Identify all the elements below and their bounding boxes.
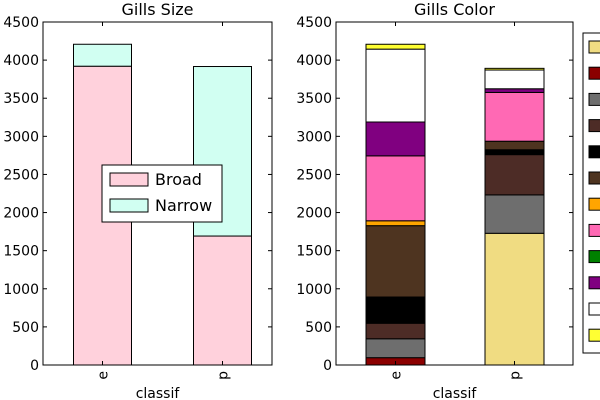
gills-size-chart: 0 500 1000 1500 2000 2500 3000 3500 4000 4500 e p Gi… — [3, 0, 273, 400]
legend: Broad Narrow — [101, 164, 223, 223]
legend-swatch-10 — [588, 302, 600, 316]
bar-p-series-7 — [484, 91, 545, 142]
legend-swatch-8 — [588, 250, 600, 264]
legend-label: Narrow — [155, 196, 212, 215]
bar-e-series-7 — [365, 155, 426, 222]
bar-e-series-10 — [365, 48, 426, 123]
bar-p-series-4 — [484, 149, 545, 156]
bar-p-series-0 — [193, 235, 252, 366]
gills-color-chart: 0 500 1000 1500 2000 2500 3000 3500 4000 4500 e p Gi… — [296, 0, 600, 400]
legend-swatch-2 — [588, 92, 600, 106]
bar-e-series-11 — [365, 43, 426, 50]
bar-e-series-5 — [365, 225, 426, 298]
y-tick-label: 4500 — [296, 15, 332, 31]
legend-swatch — [109, 172, 149, 187]
y-tick-label: 4500 — [3, 15, 39, 31]
legend-swatch-9 — [588, 276, 600, 290]
bar-p-series-5 — [484, 140, 545, 151]
legend-swatch-3 — [588, 119, 600, 133]
x-axis-label: classif — [136, 386, 181, 400]
bar-e-series-9 — [365, 121, 426, 157]
legend-swatch-7 — [588, 223, 600, 237]
y-tick-label: 2000 — [3, 206, 39, 222]
plot-frame — [42, 21, 273, 366]
legend-swatch-11 — [588, 328, 600, 342]
chart-title: Gills Color — [414, 0, 495, 19]
y-tick-label: 0 — [323, 358, 332, 374]
y-tick-label: 1000 — [3, 282, 39, 298]
legend — [582, 32, 600, 354]
y-tick-label: 3000 — [296, 129, 332, 145]
legend-swatch-0 — [588, 40, 600, 54]
y-tick-label: 3500 — [296, 91, 332, 107]
bar-e-series-4 — [365, 296, 426, 324]
y-tick-label: 3500 — [3, 91, 39, 107]
y-tick-label: 0 — [30, 358, 39, 374]
bar-p-series-2 — [484, 194, 545, 234]
y-tick-label: 2500 — [3, 167, 39, 183]
y-tick-label: 3000 — [3, 129, 39, 145]
bar-p-series-10 — [484, 69, 545, 90]
chart-title: Gills Size — [122, 0, 194, 19]
x-tick-label: p — [216, 371, 232, 380]
y-tick-label: 1000 — [296, 282, 332, 298]
bar-p-series-3 — [484, 154, 545, 196]
y-tick-label: 500 — [12, 320, 39, 336]
legend-swatch — [109, 198, 149, 213]
y-tick-label: 2500 — [296, 167, 332, 183]
x-tick-label: e — [389, 371, 405, 380]
bar-p-series-9 — [484, 88, 545, 93]
bar-e-series-1 — [73, 43, 132, 67]
legend-swatch-6 — [588, 197, 600, 211]
x-tick-label: e — [96, 371, 112, 380]
legend-swatch-4 — [588, 145, 600, 159]
y-tick-label: 1500 — [3, 244, 39, 260]
x-tick-label: p — [508, 371, 524, 380]
y-tick-label: 4000 — [296, 53, 332, 69]
x-axis-label: classif — [433, 386, 478, 400]
legend-swatch-1 — [588, 66, 600, 80]
y-tick-label: 500 — [305, 320, 332, 336]
bar-e-series-2 — [365, 338, 426, 359]
legend-box — [582, 32, 600, 354]
plot-frame — [335, 21, 574, 366]
legend-label: Broad — [155, 170, 202, 189]
y-tick-label: 1500 — [296, 244, 332, 260]
y-tick-label: 2000 — [296, 206, 332, 222]
legend-swatch-5 — [588, 171, 600, 185]
bar-p-series-0 — [484, 232, 545, 366]
y-tick-label: 4000 — [3, 53, 39, 69]
bar-e-series-3 — [365, 322, 426, 340]
bar-p-series-11 — [484, 67, 545, 71]
bar-e-series-6 — [365, 220, 426, 227]
